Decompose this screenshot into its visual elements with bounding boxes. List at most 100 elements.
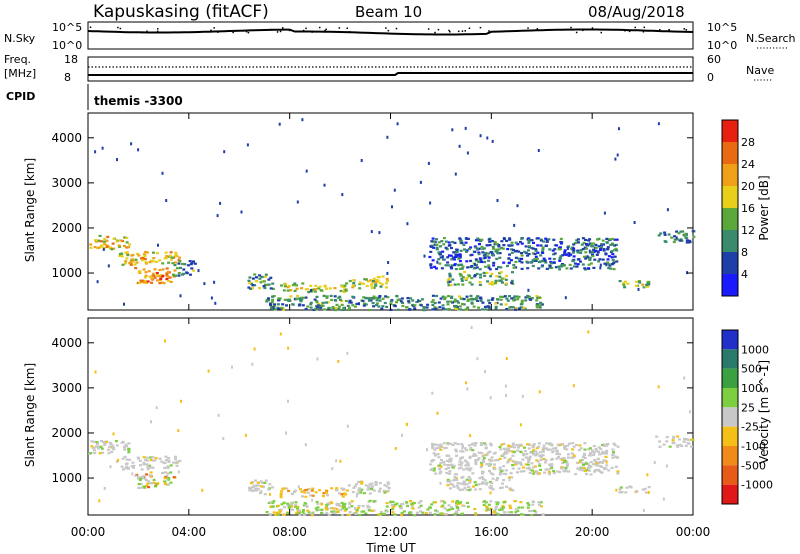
- data-cell: [146, 482, 150, 485]
- data-cell: [178, 256, 181, 259]
- data-cell: [555, 244, 559, 247]
- data-cell: [272, 307, 276, 310]
- data-cell: [499, 298, 503, 301]
- data-cell: [537, 503, 541, 506]
- colorbar-segment: [722, 252, 738, 274]
- data-cell: [509, 306, 513, 309]
- colorbar-segment: [722, 230, 738, 252]
- data-cell: [522, 454, 526, 457]
- data-cell: [358, 281, 362, 284]
- data-cell: [121, 239, 125, 243]
- data-cell: [688, 410, 691, 414]
- data-cell: [352, 282, 356, 285]
- data-cell: [149, 471, 153, 474]
- data-cell: [466, 307, 469, 310]
- data-cell: [684, 444, 688, 447]
- nsearch-point: [89, 26, 92, 28]
- data-cell: [508, 295, 511, 298]
- data-cell: [401, 301, 405, 304]
- data-cell: [375, 304, 378, 307]
- data-cell: [690, 445, 693, 448]
- data-cell: [444, 467, 448, 471]
- data-cell: [488, 282, 492, 285]
- data-cell: [315, 301, 319, 304]
- data-cell: [599, 470, 603, 474]
- data-cell: [458, 144, 461, 148]
- data-cell: [558, 259, 562, 262]
- data-cell: [280, 284, 283, 287]
- data-cell: [456, 502, 460, 506]
- data-cell: [521, 513, 525, 516]
- data-cell: [284, 283, 287, 286]
- data-cell: [474, 483, 478, 486]
- date-title: 08/Aug/2018: [588, 3, 685, 21]
- data-cell: [94, 150, 97, 154]
- data-cell: [538, 463, 542, 466]
- data-cell: [434, 509, 438, 512]
- data-cell: [102, 240, 106, 243]
- data-cell: [128, 243, 132, 246]
- data-cell: [110, 444, 114, 447]
- data-cell: [377, 276, 381, 279]
- data-cell: [182, 268, 186, 271]
- data-cell: [666, 208, 669, 212]
- data-cell: [445, 471, 449, 475]
- data-cell: [524, 245, 528, 248]
- data-cell: [588, 465, 592, 468]
- data-cell: [520, 254, 524, 257]
- data-cell: [217, 413, 220, 417]
- data-cell: [190, 267, 194, 270]
- y-tick-label: 1000: [51, 266, 82, 280]
- data-cell: [158, 279, 162, 282]
- data-cell: [613, 238, 617, 241]
- data-cell: [592, 451, 596, 454]
- data-cell: [531, 252, 535, 255]
- data-cell: [526, 457, 530, 460]
- data-cell: [584, 470, 588, 473]
- data-cell: [452, 300, 456, 303]
- data-cell: [509, 457, 513, 460]
- data-cell: [465, 488, 469, 491]
- data-cell: [489, 442, 493, 445]
- data-cell: [112, 448, 116, 451]
- data-cell: [614, 157, 617, 161]
- data-cell: [455, 502, 458, 505]
- data-cell: [460, 279, 464, 282]
- data-cell: [505, 274, 509, 278]
- data-cell: [264, 273, 268, 276]
- data-cell: [99, 244, 103, 247]
- data-cell: [633, 221, 636, 224]
- nsky-tick-top: 10^5: [52, 21, 82, 34]
- data-cell: [145, 456, 149, 459]
- data-cell: [343, 505, 346, 508]
- data-cell: [166, 275, 170, 278]
- data-cell: [565, 253, 569, 256]
- data-cell: [164, 471, 167, 474]
- data-cell: [441, 250, 445, 253]
- data-cell: [461, 488, 465, 491]
- data-cell: [389, 300, 393, 303]
- data-cell: [647, 486, 651, 489]
- data-cell: [327, 513, 331, 516]
- data-cell: [517, 446, 520, 449]
- data-cell: [331, 507, 335, 510]
- data-cell: [516, 298, 520, 301]
- data-cell: [459, 463, 463, 466]
- data-cell: [158, 268, 162, 272]
- data-cell: [458, 272, 462, 276]
- data-cell: [468, 456, 472, 459]
- colorbar-tick-label: 16: [741, 202, 755, 215]
- data-cell: [422, 309, 426, 312]
- data-cell: [504, 384, 507, 388]
- data-cell: [339, 508, 343, 511]
- data-cell: [331, 512, 335, 515]
- data-cell: [370, 297, 374, 300]
- data-cell: [479, 240, 483, 243]
- data-cell: [491, 283, 495, 286]
- data-cell: [145, 473, 148, 476]
- data-cell: [601, 461, 604, 464]
- data-cell: [463, 270, 467, 274]
- data-cell: [144, 261, 148, 264]
- data-cell: [524, 296, 528, 299]
